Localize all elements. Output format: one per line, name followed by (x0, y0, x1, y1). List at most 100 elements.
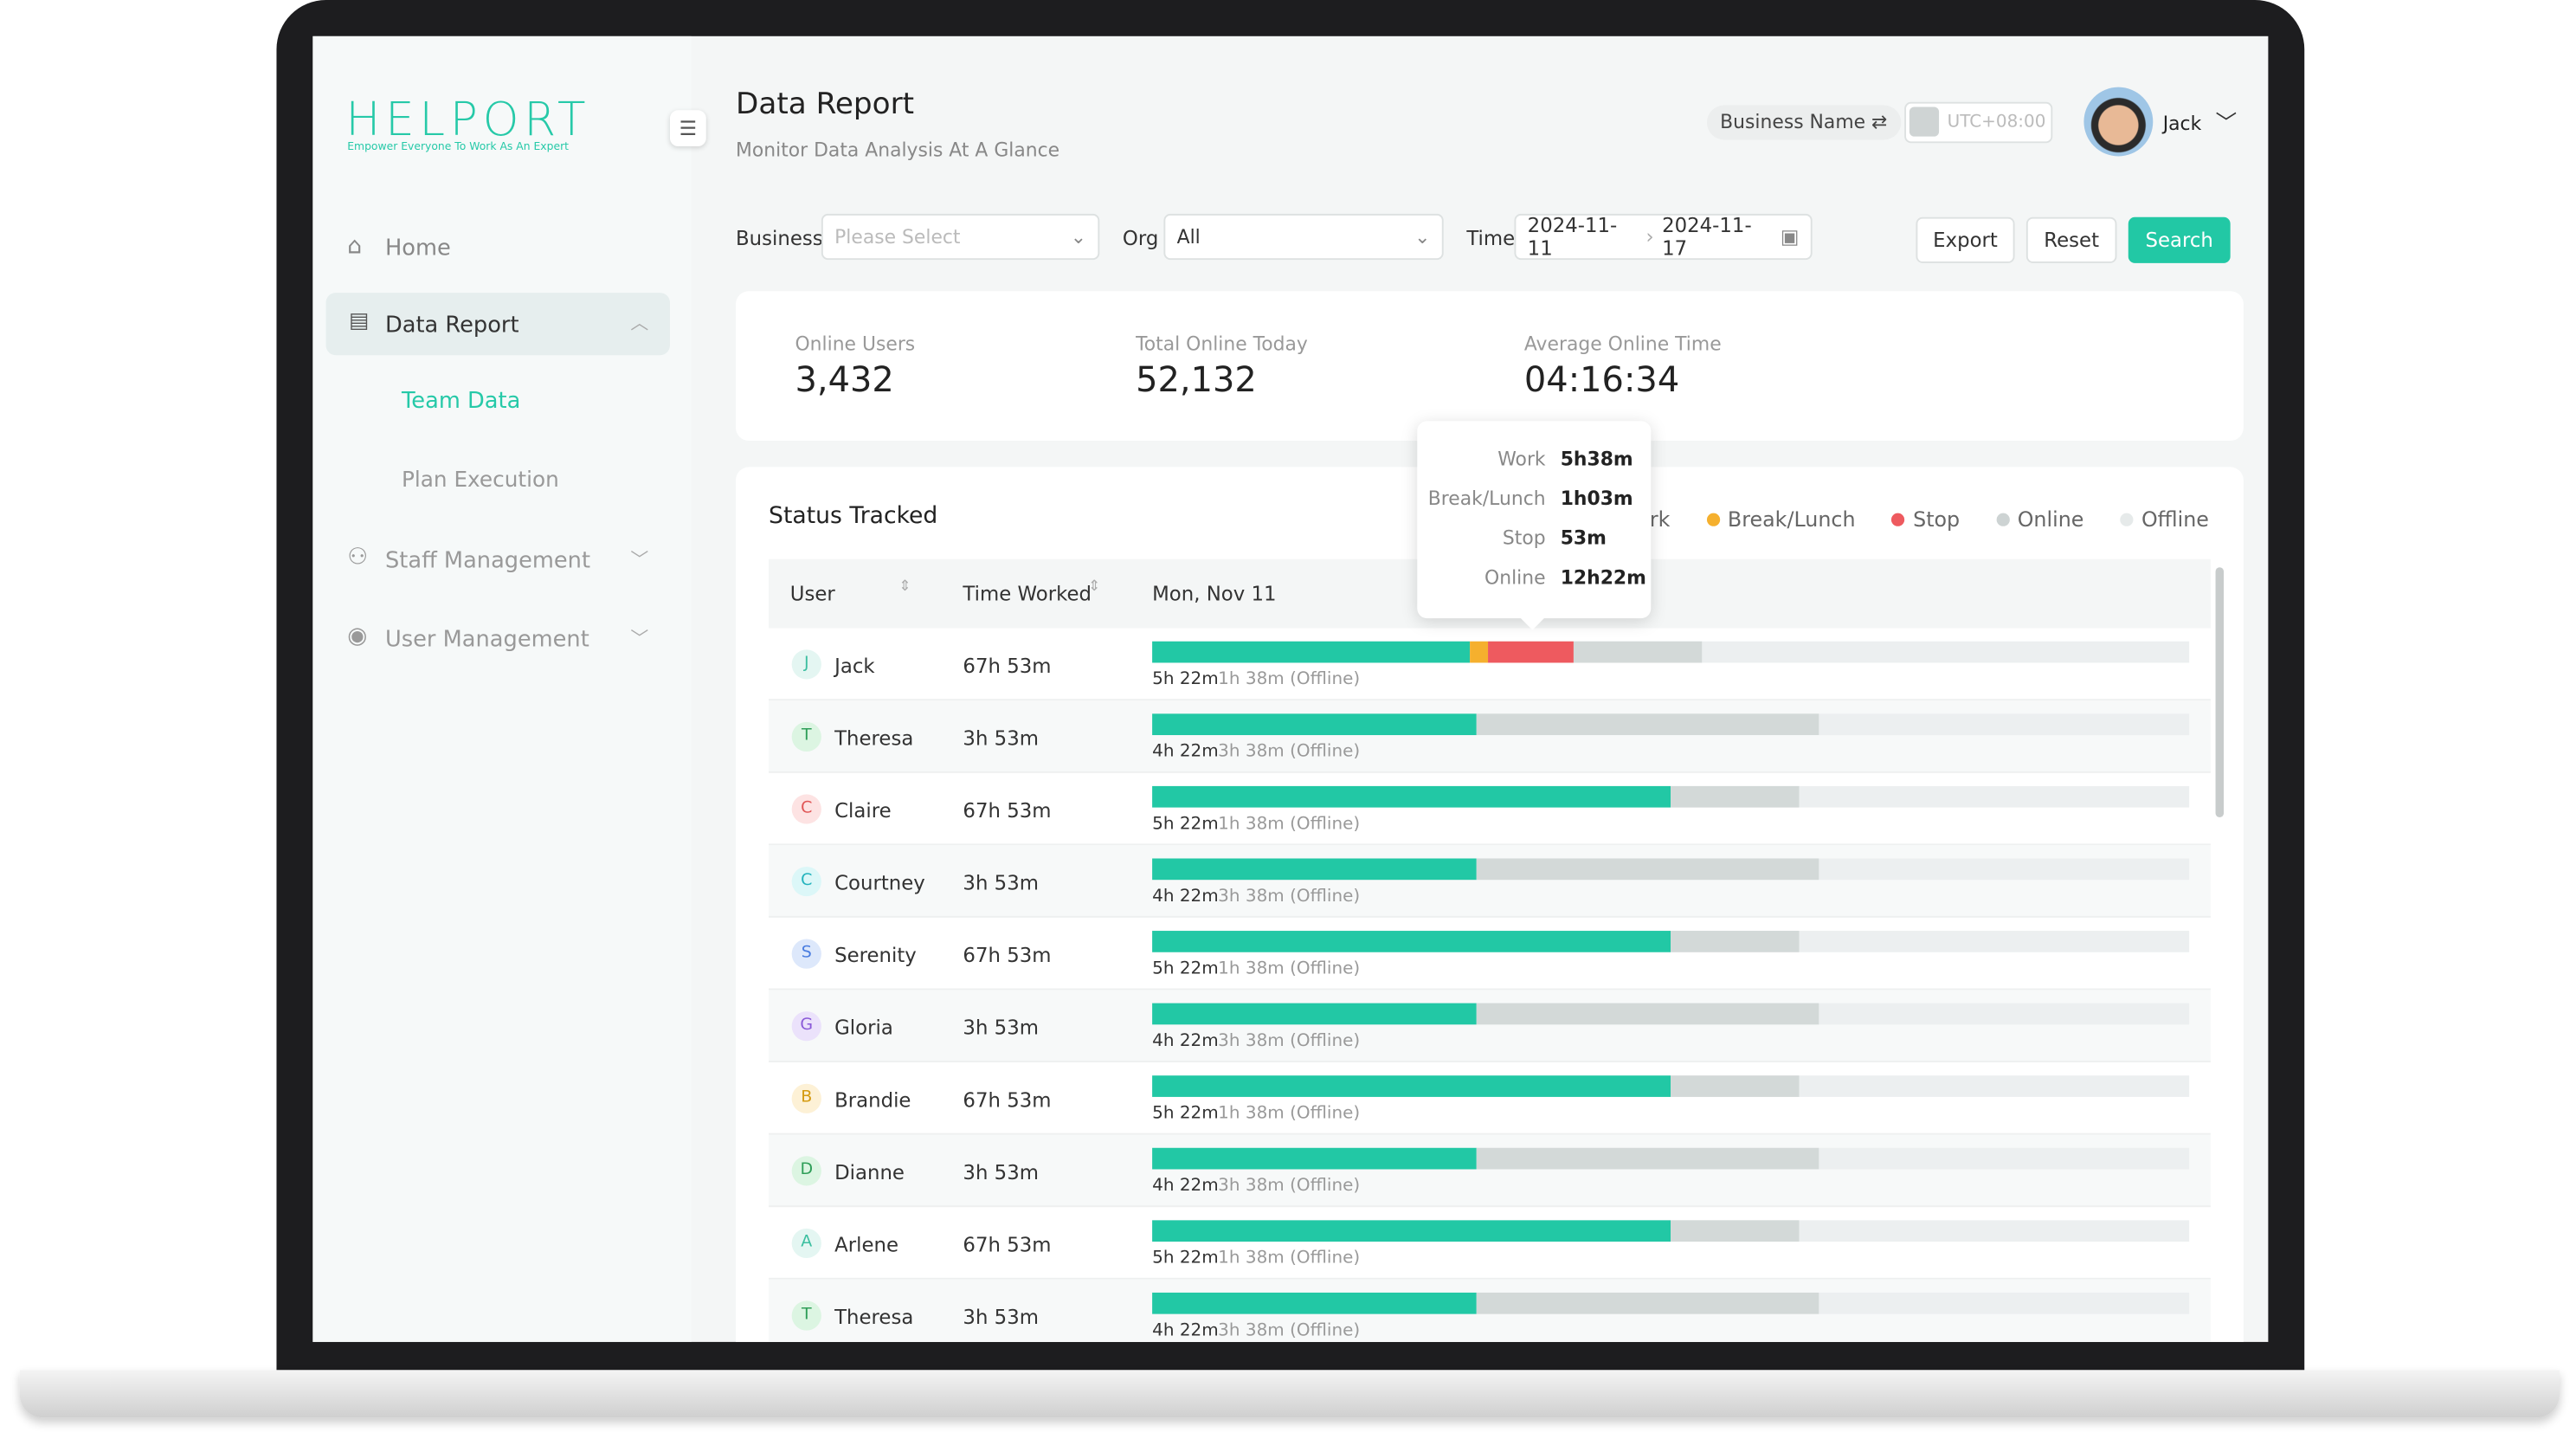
bar-segment (1152, 641, 1471, 663)
menu-icon: ⌂ (347, 233, 363, 261)
timezone-icon (1909, 106, 1940, 137)
legend-item: Break/Lunch (1706, 507, 1856, 532)
user-name: Gloria (834, 1016, 893, 1040)
bar-segment (1152, 713, 1477, 736)
org-value: All (1176, 225, 1201, 248)
menu-staff[interactable]: Staff Management (384, 547, 591, 574)
online-time: 4h 22m (1152, 886, 1219, 907)
user-name: Dianne (834, 1160, 905, 1184)
filter-label: Org (1122, 227, 1159, 250)
legend-item: Offline (2120, 507, 2209, 532)
offline-time: 3h 38m (Offline) (1218, 741, 1361, 762)
page-title: Data Report (736, 87, 915, 122)
chevron: ︿ (630, 312, 649, 334)
menu-plan-execution[interactable]: Plan Execution (401, 468, 559, 494)
bar-segment (1671, 931, 1800, 952)
legend-dot (1706, 512, 1720, 526)
avatar[interactable] (2083, 87, 2154, 157)
time-worked: 3h 53m (963, 1160, 1039, 1184)
org-select[interactable]: All ⌄ (1163, 213, 1444, 261)
column-header: User (789, 582, 835, 605)
legend-dot (1995, 512, 2010, 526)
stats-card (736, 291, 2244, 442)
sort-icon[interactable]: ⇕ (898, 578, 911, 596)
tooltip-label: Break/Lunch (1427, 487, 1546, 510)
reset-button[interactable]: Reset (2025, 216, 2117, 263)
scrollbar[interactable] (2215, 567, 2225, 818)
row-divider (769, 1277, 2211, 1280)
menu-team-data[interactable]: Team Data (401, 388, 521, 415)
tooltip-value: 1h03m (1560, 487, 1633, 510)
tooltip-label: Work (1497, 447, 1546, 471)
row-bg (769, 990, 2211, 1063)
bar-segment (1152, 1075, 1671, 1097)
row-bg (769, 1134, 2211, 1208)
status-title: Status Tracked (769, 503, 938, 530)
avatar-initial: T (791, 721, 821, 752)
tooltip: Work 5h38m Break/Lunch 1h03m Stop 53m Online 12… (1417, 421, 1652, 630)
tooltip-value: 5h38m (1560, 447, 1633, 471)
search-button[interactable]: Search (2128, 216, 2231, 263)
tooltip-label: Stop (1502, 526, 1546, 550)
menu-home[interactable]: Home (384, 235, 451, 262)
tagline: Empower Everyone To Work As An Expert (347, 139, 570, 153)
user-name: Serenity (834, 944, 917, 967)
menu-user[interactable]: User Management (384, 626, 589, 654)
avatar-initial: A (791, 1228, 821, 1259)
business-name: Business Name (1720, 110, 1866, 133)
row-bg (769, 700, 2211, 773)
offline-time: 3h 38m (Offline) (1218, 1176, 1361, 1196)
export-button[interactable]: Export (1916, 216, 2015, 263)
online-time: 4h 22m (1152, 1030, 1219, 1051)
user-name: Theresa (834, 726, 914, 751)
bar-segment (1476, 858, 1819, 881)
menu-icon: ⚇ (347, 544, 369, 571)
bar-segment (1476, 1003, 1819, 1025)
filter-label: Business (736, 227, 823, 250)
user-name: Brandie (834, 1088, 911, 1112)
avatar-initial: B (791, 1083, 821, 1113)
legend-label: Stop (1913, 507, 1961, 532)
start-date: 2024-11-11 (1527, 213, 1618, 261)
time-worked: 3h 53m (963, 871, 1039, 895)
legend-label: Break/Lunch (1727, 507, 1856, 532)
user-name[interactable]: Jack (2162, 112, 2202, 135)
bar-segment (1152, 785, 1671, 808)
time-worked: 67h 53m (963, 799, 1052, 823)
legend-item: Online (1995, 507, 2083, 532)
legend-item: Stop (1891, 507, 1961, 532)
filter-label: Time (1466, 227, 1516, 250)
row-divider (769, 1205, 2211, 1208)
time-worked: 3h 53m (963, 726, 1039, 751)
bar-segment (1671, 785, 1800, 808)
chevron: ﹀ (630, 549, 649, 571)
bar-segment (1573, 641, 1703, 663)
row-divider (769, 1061, 2211, 1063)
bar-segment (1476, 713, 1819, 736)
row-divider (769, 988, 2211, 991)
timezone: UTC+08:00 (1947, 112, 2046, 132)
time-worked: 67h 53m (963, 654, 1052, 678)
date-range[interactable]: 2024-11-11 › 2024-11-17 ▣ (1514, 213, 1813, 261)
legend-dot (1891, 512, 1905, 526)
row-divider (769, 771, 2211, 773)
offline-time: 1h 38m (Offline) (1218, 814, 1361, 834)
business-select[interactable]: Please Select ⌄ (821, 213, 1100, 261)
sort-icon[interactable]: ⇕ (1087, 578, 1101, 596)
user-name: Arlene (834, 1233, 899, 1257)
offline-time: 3h 38m (Offline) (1218, 886, 1361, 907)
online-time: 5h 22m (1152, 814, 1219, 834)
offline-time: 1h 38m (Offline) (1218, 669, 1361, 689)
menu-data-report[interactable]: Data Report (384, 312, 519, 339)
online-time: 5h 22m (1152, 669, 1219, 689)
collapse-button[interactable]: ☰ (669, 110, 706, 147)
stat-label: Total Online Today (1136, 332, 1308, 356)
business-pill[interactable]: Business Name ⇄ (1706, 105, 1901, 140)
column-header: Time Worked (963, 582, 1092, 605)
menu-icon: ◉ (347, 623, 368, 650)
stat-value: 04:16:34 (1523, 359, 1680, 400)
user-name: Theresa (834, 1306, 914, 1329)
time-worked: 3h 53m (963, 1306, 1039, 1329)
